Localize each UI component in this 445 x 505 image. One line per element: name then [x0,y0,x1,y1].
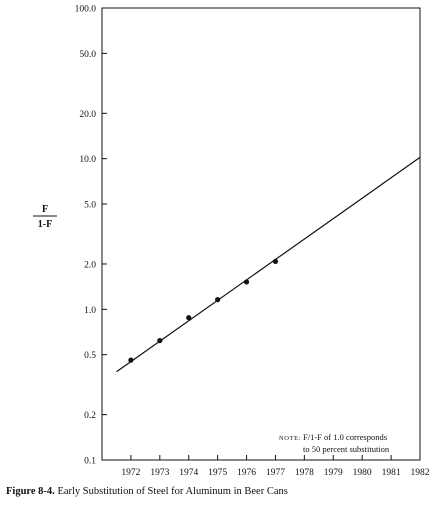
y-tick-label: 5.0 [84,201,96,211]
y-axis-label-denominator: 1-F [38,219,52,230]
x-tick-label: 1973 [150,468,169,478]
y-tick-label: 1.0 [84,306,96,316]
x-tick-label: 1976 [237,468,256,478]
y-tick-label: 2.0 [84,260,96,270]
chart: 100.0 50.0 20.0 10.0 5.0 2.0 1.0 0.5 0.2 0.1 1972… [33,5,430,478]
y-tick-label: 50.0 [79,50,96,60]
data-point [157,338,163,344]
x-tick-label: 1974 [179,468,198,478]
chart-note: NOTE: F/1-F of 1.0 corresponds to 50 per… [279,432,390,454]
data-point [243,279,250,285]
x-tick-label: 1975 [208,468,227,478]
x-tick-label: 1982 [411,468,430,478]
note-prefix: NOTE: [279,435,301,442]
y-tick-label: 20.0 [79,110,96,120]
y-tick-label: 0.5 [84,351,96,361]
data-point [186,315,192,321]
plot-frame [101,7,421,461]
y-tick-label: 0.2 [84,411,96,421]
note-line-2: to 50 percent substitution [303,444,390,454]
y-tick-label: 0.1 [84,457,96,467]
data-point [215,297,221,303]
x-tick-label: 1980 [353,468,372,478]
y-tick-label: 10.0 [79,155,96,165]
x-tick-label: 1981 [382,468,401,478]
x-tick-label: 1972 [121,468,140,478]
data-point [128,357,134,363]
figure-caption: Figure 8-4. Early Substitution of Steel … [6,486,288,497]
y-tick-label: 100.0 [75,5,97,15]
trend-line [116,156,421,373]
y-axis-title: F 1-F [33,204,57,230]
y-axis-label-numerator: F [42,204,48,215]
data-point [272,258,279,265]
y-axis: 100.0 50.0 20.0 10.0 5.0 2.0 1.0 0.5 0.2 0.1 [75,5,107,467]
note-line-1: F/1-F of 1.0 corresponds [303,432,387,442]
x-axis: 1972 1973 1974 1975 1976 1977 1978 1979 1980 1981… [121,455,430,478]
x-tick-label: 1977 [266,468,285,478]
figure-label: Figure 8-4. [6,486,55,497]
data-points [128,258,279,363]
x-tick-label: 1978 [295,468,314,478]
x-tick-label: 1979 [324,468,343,478]
figure-title: Early Substitution of Steel for Aluminum… [57,486,288,497]
